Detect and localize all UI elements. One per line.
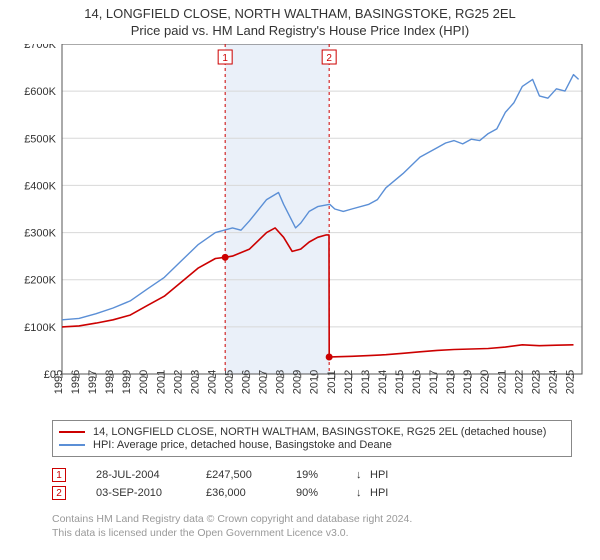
marker-table: 1 28-JUL-2004£247,50019%↓HPI 2 03-SEP-2010£… (52, 464, 572, 504)
x-tick-label: 2020 (479, 370, 491, 394)
marker-suffix: HPI (370, 469, 400, 481)
x-tick-label: 2008 (275, 370, 287, 394)
x-tick-label: 2016 (411, 370, 423, 394)
titles: 14, LONGFIELD CLOSE, NORTH WALTHAM, BASI… (0, 0, 600, 38)
chart-svg: £0£100K£200K£300K£400K£500K£600K£700K199… (10, 44, 590, 414)
x-tick-label: 2022 (513, 370, 525, 394)
marker-pct: 90% (296, 487, 356, 499)
marker-row: 2 03-SEP-2010£36,00090%↓HPI (52, 486, 572, 500)
x-tick-label: 2012 (343, 370, 355, 394)
x-tick-label: 2006 (241, 370, 253, 394)
title-subtitle: Price paid vs. HM Land Registry's House … (0, 23, 600, 38)
y-tick-label: £500K (24, 133, 56, 145)
series-dot (222, 254, 229, 261)
x-tick-label: 2023 (530, 370, 542, 394)
x-tick-label: 2001 (155, 370, 167, 394)
x-tick-label: 1997 (87, 370, 99, 394)
x-tick-label: 2025 (564, 370, 576, 394)
marker-pct: 19% (296, 469, 356, 481)
legend: 14, LONGFIELD CLOSE, NORTH WALTHAM, BASI… (52, 420, 572, 457)
x-tick-label: 2003 (189, 370, 201, 394)
marker-suffix: HPI (370, 487, 400, 499)
x-tick-label: 2019 (462, 370, 474, 394)
x-tick-label: 2013 (360, 370, 372, 394)
y-tick-label: £400K (24, 180, 56, 192)
x-tick-label: 2018 (445, 370, 457, 394)
x-tick-label: 1995 (53, 370, 65, 394)
title-address: 14, LONGFIELD CLOSE, NORTH WALTHAM, BASI… (0, 6, 600, 21)
legend-row: HPI: Average price, detached house, Basi… (59, 439, 565, 451)
footer: Contains HM Land Registry data © Crown c… (52, 512, 572, 540)
x-tick-label: 2024 (547, 370, 559, 394)
y-tick-label: £200K (24, 275, 56, 287)
marker-id-badge: 1 (52, 468, 66, 482)
arrow-down-icon: ↓ (356, 487, 370, 499)
x-tick-label: 2000 (138, 370, 150, 394)
y-tick-label: £300K (24, 228, 56, 240)
x-tick-label: 2015 (394, 370, 406, 394)
y-tick-label: £700K (24, 44, 56, 51)
marker-price: £247,500 (206, 469, 296, 481)
x-tick-label: 2010 (309, 370, 321, 394)
chart-container: 14, LONGFIELD CLOSE, NORTH WALTHAM, BASI… (0, 0, 600, 560)
x-tick-label: 2009 (292, 370, 304, 394)
y-tick-label: £100K (24, 322, 56, 334)
legend-swatch (59, 431, 85, 433)
marker-badge-label: 2 (326, 53, 332, 64)
x-tick-label: 1999 (121, 370, 133, 394)
arrow-down-icon: ↓ (356, 469, 370, 481)
marker-badge-label: 1 (222, 53, 228, 64)
marker-price: £36,000 (206, 487, 296, 499)
x-tick-label: 2021 (496, 370, 508, 394)
marker-date: 28-JUL-2004 (96, 469, 206, 481)
y-tick-label: £600K (24, 86, 56, 98)
x-tick-label: 2005 (223, 370, 235, 394)
x-tick-label: 2002 (172, 370, 184, 394)
x-tick-label: 1998 (104, 370, 116, 394)
x-tick-label: 2004 (206, 370, 218, 394)
x-tick-label: 2007 (258, 370, 270, 394)
legend-label: 14, LONGFIELD CLOSE, NORTH WALTHAM, BASI… (93, 426, 546, 438)
series-dot (326, 354, 333, 361)
marker-date: 03-SEP-2010 (96, 487, 206, 499)
x-tick-label: 1996 (70, 370, 82, 394)
chart-area: £0£100K£200K£300K£400K£500K£600K£700K199… (10, 44, 590, 414)
legend-swatch (59, 444, 85, 446)
marker-id-badge: 2 (52, 486, 66, 500)
footer-line1: Contains HM Land Registry data © Crown c… (52, 512, 572, 526)
x-tick-label: 2014 (377, 370, 389, 394)
marker-row: 1 28-JUL-2004£247,50019%↓HPI (52, 468, 572, 482)
x-tick-label: 2017 (428, 370, 440, 394)
legend-row: 14, LONGFIELD CLOSE, NORTH WALTHAM, BASI… (59, 426, 565, 438)
legend-label: HPI: Average price, detached house, Basi… (93, 439, 392, 451)
footer-line2: This data is licensed under the Open Gov… (52, 526, 572, 540)
